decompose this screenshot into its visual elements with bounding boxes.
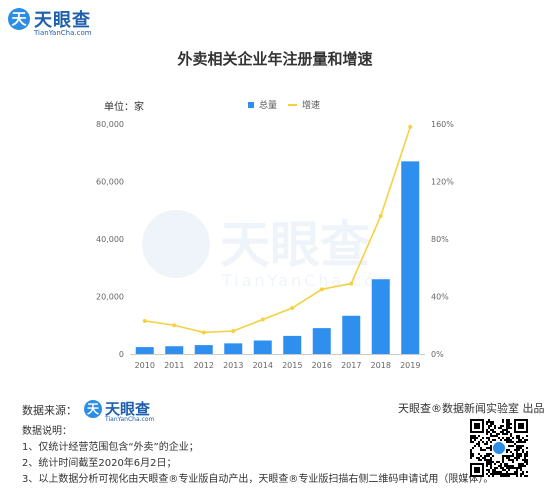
tianyancha-logo: 天 天眼查 TianYanCha.com (8, 6, 118, 40)
bar-total (342, 315, 361, 354)
legend-label-growth: 增速 (302, 101, 321, 111)
legend-item-growth: 增速 (288, 98, 320, 111)
x-tick-label: 2013 (223, 361, 243, 370)
bar-total (165, 346, 184, 354)
bar-total (312, 328, 331, 354)
chart-title: 外卖相关企业年注册量和增速 (177, 50, 373, 68)
eye-logo-icon: 天 (8, 8, 30, 30)
growth-point (349, 281, 354, 286)
bar-total (401, 161, 420, 354)
x-tick-label: 2010 (135, 361, 155, 370)
logo-domain: TianYanCha.com (34, 29, 92, 37)
growth-line (144, 126, 412, 334)
x-tick-label: 2012 (194, 361, 214, 370)
growth-point (201, 330, 206, 335)
x-tick-label: 2011 (164, 361, 184, 370)
bar-total (283, 335, 302, 354)
unit-label: 单位：家 (104, 102, 144, 113)
y-right-tick-label: 160% (431, 120, 454, 129)
x-tick-label: 2019 (400, 361, 420, 370)
growth-point (408, 124, 413, 129)
growth-point (260, 317, 265, 322)
note-2: 2、统计时间截至2020年6月2日； (22, 458, 177, 469)
note-3: 3、以上数据分析可视化由天眼查®专业版自动产出，天眼查®专业版扫描右侧二维码申请… (22, 474, 494, 485)
growth-point (142, 318, 147, 323)
chart-axes: 0 20,000 40,000 60,000 80,000 0% 40% 80% 120% 160… (96, 120, 454, 370)
legend-line-swatch (288, 103, 297, 106)
growth-point (290, 306, 295, 310)
y-right-tick-label: 0% (431, 350, 444, 359)
y-right-tick-label: 120% (431, 178, 454, 187)
source-logo-wordmark: 天眼查 (105, 400, 151, 418)
logo-wordmark: 天眼查 (34, 10, 91, 31)
bar-total (224, 343, 243, 354)
growth-point (172, 323, 177, 328)
y-left-tick-label: 80,000 (96, 120, 124, 129)
source-logo: 天 天眼查 TianYanCha.com (84, 398, 184, 424)
watermark: 天眼查 TianYanCha.com (142, 210, 396, 290)
credit-text: 天眼查®数据新闻实验室 出品 (398, 402, 545, 415)
bar-total (371, 279, 390, 354)
data-notes: 数据说明： 1、仅统计经营范围包含“外卖”的企业； 2、统计时间截至2020年6… (22, 424, 493, 488)
bar-total (194, 345, 213, 354)
growth-point (319, 287, 324, 292)
legend-label-total: 总量 (259, 101, 278, 111)
bar-total (135, 347, 154, 354)
growth-point (378, 214, 383, 218)
legend-item-total: 总量 (248, 98, 277, 111)
legend-bar-swatch (248, 101, 254, 108)
notes-title: 数据说明： (22, 426, 72, 437)
y-left-tick-label: 0 (119, 350, 124, 359)
watermark-logo-icon (142, 210, 210, 278)
x-tick-label: 2018 (371, 361, 391, 370)
y-right-tick-label: 40% (431, 293, 449, 302)
note-1: 1、仅统计经营范围包含“外卖”的企业； (22, 442, 199, 453)
data-source: 数据来源： 天 天眼查 TianYanCha.com (22, 398, 262, 424)
bar-series (135, 161, 420, 354)
y-left-tick-label: 20,000 (96, 293, 124, 302)
bar-total (253, 340, 272, 354)
x-tick-label: 2017 (341, 361, 361, 370)
y-left-tick-label: 60,000 (96, 178, 124, 187)
x-tick-label: 2014 (253, 361, 273, 370)
source-label: 数据来源： (22, 404, 77, 417)
growth-point (231, 329, 236, 333)
x-tick-label: 2015 (282, 361, 302, 370)
watermark-domain: TianYanCha.com (221, 271, 396, 290)
source-eye-logo-icon: 天 (84, 400, 102, 418)
y-left-tick-label: 40,000 (96, 235, 124, 244)
qr-code-icon[interactable] (470, 419, 528, 477)
y-right-tick-label: 80% (431, 235, 449, 244)
line-series (142, 124, 413, 335)
x-tick-label: 2016 (312, 361, 332, 370)
watermark-name: 天眼查 (220, 216, 370, 274)
source-logo-domain: TianYanCha.com (105, 416, 155, 423)
